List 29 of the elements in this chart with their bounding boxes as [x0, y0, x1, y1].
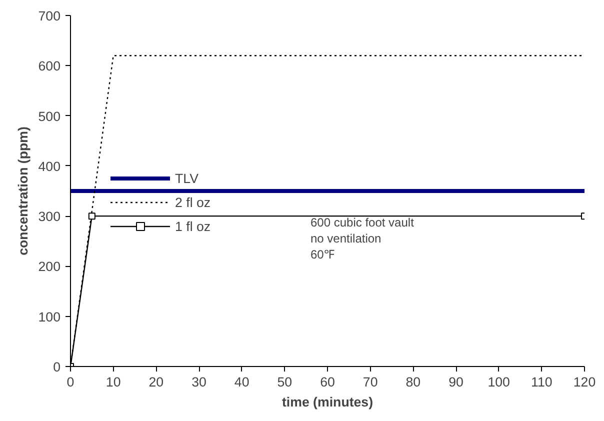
x-tick-label: 110: [531, 374, 552, 390]
y-tick-label: 200: [38, 259, 61, 274]
x-tick-label: 20: [148, 374, 164, 390]
y-tick-label: 300: [38, 209, 61, 224]
y-tick-label: 400: [38, 158, 61, 174]
y-tick-label: 600: [38, 58, 61, 74]
x-tick-label: 120: [573, 374, 596, 390]
x-tick-label: 70: [362, 374, 378, 390]
x-tick-label: 0: [66, 374, 74, 390]
x-tick-label: 90: [448, 374, 464, 390]
y-axis-title: concentration (ppm): [15, 126, 30, 256]
x-tick-label: 80: [406, 374, 421, 390]
legend-label: 1 fl oz: [175, 218, 211, 234]
x-tick-label: 30: [192, 374, 206, 390]
legend-label: 2 fl oz: [175, 194, 211, 210]
y-tick-label: 0: [53, 360, 61, 374]
x-tick-label: 10: [106, 374, 121, 390]
x-tick-label: 50: [277, 374, 292, 390]
annotation: 600 cubic foot vault: [310, 216, 415, 230]
annotation: no ventilation: [310, 232, 382, 246]
y-tick-label: 700: [38, 8, 61, 24]
x-tick-label: 60: [320, 374, 335, 390]
y-tick-label: 500: [38, 108, 61, 124]
y-tick-label: 100: [38, 309, 61, 324]
x-axis-title: time (minutes): [282, 394, 374, 410]
x-tick-label: 40: [234, 374, 250, 390]
x-tick-label: 100: [488, 374, 510, 390]
annotation: 60℉: [310, 248, 335, 262]
legend-label: TLV: [175, 170, 198, 186]
